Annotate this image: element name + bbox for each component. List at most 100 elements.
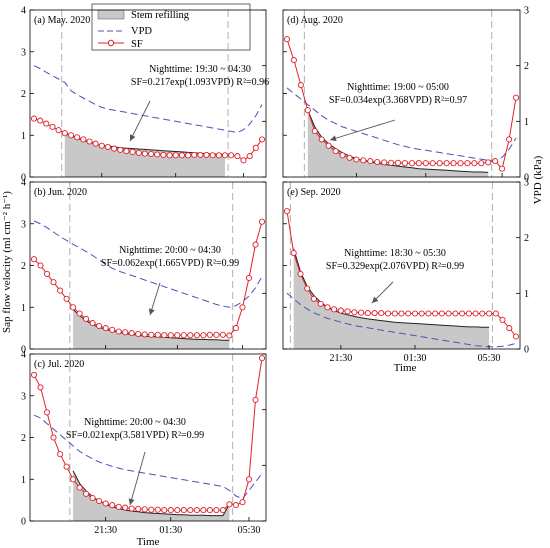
sf-point — [388, 159, 395, 166]
sf-point — [512, 333, 520, 340]
sf-point — [325, 142, 332, 149]
sf-point — [258, 218, 266, 225]
annotation-arrowhead — [128, 498, 135, 505]
sf-point — [187, 507, 194, 514]
sf-point — [187, 332, 194, 339]
sf-point — [63, 295, 70, 302]
sf-point — [154, 151, 161, 158]
nighttime-text: Nighttime: 20:00 ~ 04:30 — [119, 245, 221, 256]
vpd-line — [33, 414, 263, 500]
annotation-arrowhead — [372, 296, 379, 303]
sf-point — [174, 332, 181, 339]
sf-point — [450, 160, 457, 167]
sf-point — [96, 322, 103, 330]
sf-point — [290, 249, 297, 257]
sf-point — [228, 152, 235, 159]
legend-vpd-label: VPD — [131, 26, 152, 37]
sf-point — [67, 132, 75, 139]
sf-point — [148, 506, 155, 513]
y-right-tick-label: 0 — [524, 345, 529, 356]
panel-2: 0 1 2 3 4 (b) Jun. 2020 Nighttime: 20:00 ~ 04:… — [21, 178, 267, 356]
annotation-arrowhead — [148, 308, 155, 315]
sf-point — [367, 158, 374, 165]
y-left-tick-label: 3 — [21, 47, 26, 58]
panel-5: 0 1 2 3 21:30 01:30 05:30 (e) Sep. 2020 Nighttim… — [282, 178, 529, 364]
sf-point — [324, 304, 331, 311]
sf-point — [378, 310, 385, 317]
sf-point — [76, 484, 83, 491]
legend: Stem refilling VPD SF — [91, 3, 251, 51]
equation-text: SF=0.021exp(3.581VPD) R²=0.99 — [66, 430, 204, 441]
nighttime-text: Nighttime: 19:30 ~ 04:30 — [149, 64, 251, 75]
sf-point — [213, 507, 220, 514]
sf-point — [174, 507, 181, 514]
sf-point — [206, 507, 213, 514]
sf-point — [232, 325, 239, 332]
sf-point — [49, 123, 56, 130]
sf-point — [117, 146, 124, 153]
sf-point — [221, 152, 229, 159]
y-left-tick-label: 3 — [21, 219, 26, 230]
x-tick-label: 21:30 — [329, 353, 352, 364]
panel-label: (a) May. 2020 — [34, 15, 90, 26]
sf-line — [33, 221, 263, 337]
y-left-tick-label: 4 — [21, 6, 26, 17]
sf-point — [492, 310, 499, 317]
legend-sf-marker — [107, 39, 115, 47]
x-label-left: Time — [137, 536, 160, 548]
sf-point — [331, 306, 338, 313]
sf-point — [351, 309, 358, 316]
sf-point — [394, 159, 402, 166]
sf-point — [344, 308, 351, 315]
sf-point — [219, 331, 226, 338]
sf-point — [425, 310, 432, 317]
sf-point — [479, 310, 486, 317]
sf-line — [286, 39, 517, 170]
sf-point — [89, 320, 96, 327]
y-left-tick-label: 4 — [21, 178, 26, 189]
sf-point — [148, 150, 155, 158]
y-right-tick-label: 3 — [524, 6, 529, 17]
y-right-tick-label: 2 — [524, 61, 529, 72]
stem-refill-area — [293, 248, 490, 349]
sf-point — [471, 160, 478, 167]
sf-point — [258, 355, 266, 362]
sf-point — [166, 152, 173, 159]
y-left-tick-label: 0 — [21, 345, 26, 356]
sf-point — [203, 151, 210, 158]
sf-point — [172, 152, 179, 159]
sf-point — [318, 136, 325, 143]
sf-point — [339, 152, 346, 159]
sf-point — [486, 310, 493, 317]
sf-point — [37, 117, 44, 124]
sf-point — [304, 285, 311, 292]
y-left-tick-label: 2 — [21, 261, 26, 272]
y-left-tick-label: 1 — [21, 475, 26, 486]
sf-point — [364, 310, 371, 317]
sf-point — [240, 157, 247, 164]
vpd-line — [33, 220, 263, 308]
sf-point — [200, 507, 207, 514]
sf-point — [353, 156, 360, 163]
sf-point — [135, 149, 142, 156]
sf-point — [122, 329, 129, 336]
sf-point — [206, 331, 213, 338]
x-tick-label: 21:30 — [94, 525, 117, 536]
vpd-line — [33, 65, 263, 134]
annotation-arrowhead — [330, 135, 337, 142]
sf-point — [55, 127, 62, 134]
sf-point — [161, 507, 168, 514]
sf-point — [445, 310, 452, 317]
legend-refill-swatch — [97, 9, 125, 20]
sf-point — [141, 150, 148, 157]
sf-point — [472, 310, 479, 317]
sf-point — [161, 332, 168, 339]
annotation-arrow — [129, 451, 146, 506]
y-left-tick-label: 2 — [21, 433, 26, 444]
x-label-right: Time — [394, 362, 417, 374]
sf-point — [83, 315, 90, 322]
sf-point — [418, 310, 425, 317]
equation-text: SF=0.329exp(2.076VPD) R²=0.99 — [326, 261, 464, 272]
stem-refill-area — [73, 309, 230, 349]
sf-point — [384, 310, 392, 317]
